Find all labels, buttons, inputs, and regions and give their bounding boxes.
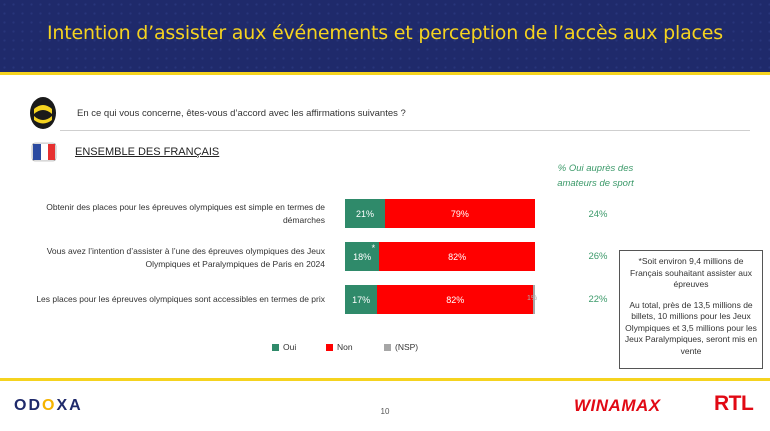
header-rule (0, 72, 770, 75)
sport-yes-value: 26% (588, 251, 608, 262)
row-label: Obtenir des places pour les épreuves oly… (46, 202, 325, 225)
odoxa-logo: ODOXA (14, 397, 83, 414)
note-line-1: *Soit environ 9,4 millions de Français s… (630, 256, 752, 289)
sport-yes-value: 22% (588, 294, 608, 305)
section-title: ENSEMBLE DES FRANÇAIS (75, 146, 220, 158)
nsp-value-label: 1% (527, 295, 538, 302)
bar-row: 17% 82% (345, 285, 535, 314)
note-box: *Soit environ 9,4 millions de Français s… (619, 250, 763, 369)
question-text: En ce qui vous concerne, êtes-vous d’acc… (77, 108, 406, 119)
bar-non: 79% (384, 199, 535, 228)
france-flag-icon (31, 142, 57, 162)
legend-swatch (272, 343, 279, 351)
legend-item-non: Non (326, 342, 353, 352)
bar-non: 82% (379, 242, 535, 271)
page-title: Intention d’assister aux événements et p… (47, 22, 723, 44)
legend-swatch (326, 343, 333, 351)
footer-rule (0, 378, 770, 381)
legend-swatch (384, 343, 391, 351)
footnote-star: * (371, 243, 376, 253)
legend-item-nsp: (NSP) (384, 342, 418, 352)
legend-item-oui: Oui (272, 342, 296, 352)
divider (60, 130, 750, 131)
rtl-logo: RTL (714, 392, 754, 415)
bar-nsp (533, 285, 535, 314)
row-label: Vous avez l’intention d’assister à l’une… (46, 246, 325, 269)
bar-row: 21% 79% (345, 199, 535, 228)
question-icon (30, 97, 56, 129)
sport-yes-value: 24% (588, 209, 608, 220)
bar-oui: 21% (345, 199, 385, 228)
row-label: Les places pour les épreuves olympiques … (36, 294, 325, 304)
bar-row: 18% * 82% (345, 242, 535, 271)
bar-oui: 17% (345, 285, 378, 314)
page-number: 10 (380, 407, 390, 416)
sport-column-header: % Oui auprès des amateurs de sport (557, 163, 634, 189)
header-banner: Intention d’assister aux événements et p… (0, 0, 770, 72)
bar-oui: 18% * (345, 242, 380, 271)
note-line-2: Au total, près de 13,5 millions de bille… (624, 299, 758, 356)
winamax-logo: WINAMAX (574, 396, 661, 415)
bar-non: 82% (377, 285, 534, 314)
